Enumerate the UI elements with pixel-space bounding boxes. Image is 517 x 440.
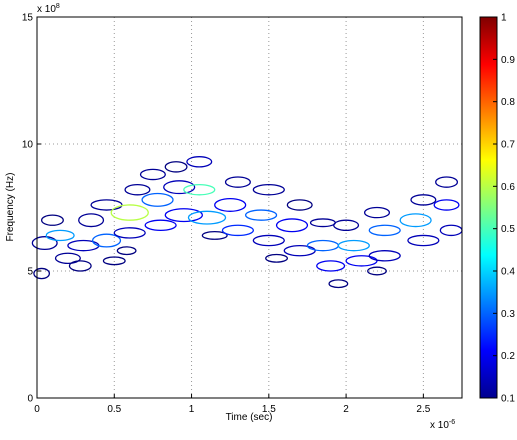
colorbar-tick-label: 1 — [501, 13, 507, 24]
x-tick-label: 2 — [343, 404, 349, 415]
colorbar — [479, 16, 498, 399]
contour — [113, 227, 146, 239]
contour — [333, 219, 360, 232]
contour — [116, 246, 137, 256]
contour — [91, 233, 122, 248]
contour — [435, 176, 459, 188]
contour — [102, 256, 126, 266]
y-multiplier-base: x 10 — [37, 4, 56, 15]
y-axis-label: Frequency (Hz) — [5, 173, 16, 242]
x-multiplier: x 10-6 — [430, 419, 455, 431]
contour — [283, 244, 316, 257]
contour — [368, 250, 401, 262]
contour — [163, 180, 196, 195]
x-tick-label: 0 — [34, 404, 40, 415]
contour — [252, 183, 285, 196]
x-multiplier-base: x 10 — [430, 420, 449, 431]
contour — [328, 279, 349, 289]
axes-box — [36, 16, 463, 399]
colorbar-tick-label: 0.9 — [501, 55, 515, 66]
colorbar-tick-label: 0.2 — [501, 351, 515, 362]
contour — [201, 230, 228, 240]
contour — [187, 210, 227, 225]
y-tick-label: 10 — [22, 140, 34, 151]
contour — [214, 197, 247, 212]
y-multiplier: x 108 — [37, 3, 60, 15]
contour — [31, 236, 58, 251]
y-tick-label: 0 — [27, 394, 33, 405]
contour — [345, 255, 378, 267]
y-multiplier-exponent: 8 — [56, 3, 60, 10]
contour — [124, 183, 151, 196]
colorbar-tick-label: 0.5 — [501, 224, 515, 235]
contour — [164, 161, 188, 173]
contour — [183, 183, 216, 196]
contour — [433, 199, 460, 211]
contour — [90, 199, 123, 211]
contour — [221, 224, 255, 237]
colorbar-tick-label: 0.3 — [501, 309, 515, 320]
contour — [265, 253, 289, 263]
contour — [244, 209, 278, 221]
contour — [141, 192, 174, 207]
contour — [164, 208, 204, 223]
contour — [40, 214, 64, 226]
x-multiplier-exponent: -6 — [449, 419, 455, 426]
contour — [368, 224, 401, 237]
colorbar-tick-label: 0.7 — [501, 140, 515, 151]
y-tick-label: 15 — [22, 13, 34, 24]
contour — [186, 156, 213, 168]
x-axis-label: Time (sec) — [226, 412, 273, 423]
contour — [363, 206, 391, 219]
colorbar-tick-label: 0.8 — [501, 97, 515, 108]
y-tick-label: 5 — [27, 267, 33, 278]
colorbar-tick-label: 0.1 — [501, 394, 515, 405]
x-tick-label: 1 — [189, 404, 195, 415]
x-tick-label: 1.5 — [262, 404, 276, 415]
contour — [275, 218, 309, 233]
x-tick-label: 0.5 — [107, 404, 121, 415]
contour — [45, 229, 75, 242]
colorbar-tick-label: 0.4 — [501, 267, 515, 278]
contour — [367, 266, 387, 276]
contour — [54, 252, 81, 265]
contour — [144, 219, 177, 232]
contour — [33, 267, 51, 280]
contour — [110, 204, 149, 221]
contour — [78, 213, 105, 228]
contour — [224, 176, 251, 188]
contour — [316, 260, 346, 272]
x-tick-label: 2.5 — [416, 404, 430, 415]
contour — [286, 199, 313, 211]
contour — [68, 260, 92, 272]
contour — [337, 239, 370, 252]
contour — [139, 168, 166, 181]
contour — [407, 234, 440, 247]
contour — [410, 194, 437, 206]
plot-area — [37, 17, 462, 398]
contour — [252, 234, 285, 247]
colorbar-tick-label: 0.6 — [501, 182, 515, 193]
contour — [399, 213, 432, 228]
